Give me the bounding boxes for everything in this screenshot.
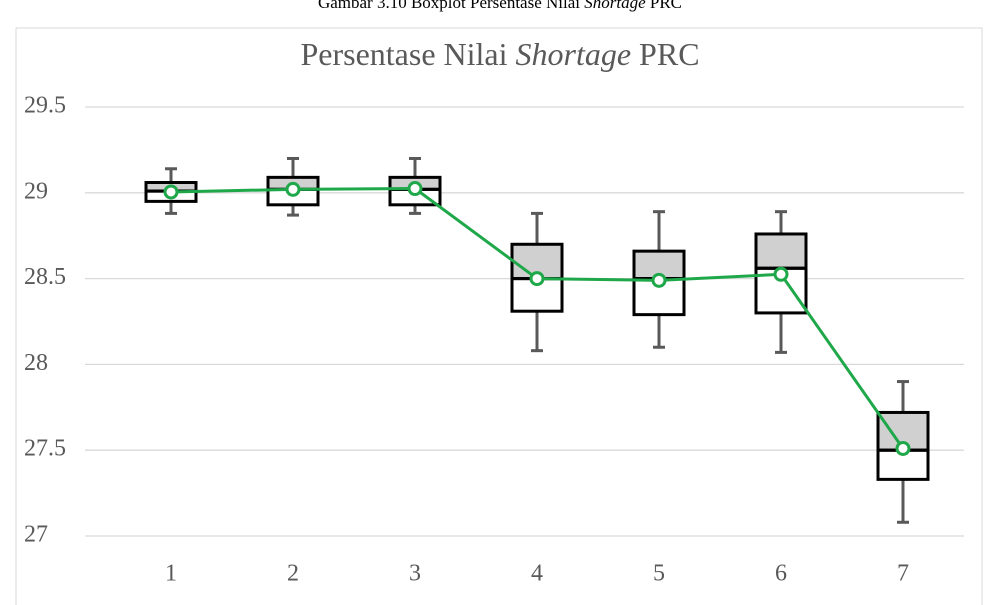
- text-run: Gambar 3.10 Boxplot Persentase Nilai: [318, 0, 584, 12]
- text-run: Shortage: [516, 36, 632, 72]
- mean-marker: [895, 440, 911, 456]
- y-tick-label: 27: [24, 522, 48, 548]
- x-tick-label: 7: [897, 561, 909, 587]
- x-tick-label: 1: [165, 561, 177, 587]
- x-tick-label: 2: [287, 561, 299, 587]
- mean-marker: [651, 272, 667, 288]
- x-tick-label: 5: [653, 561, 665, 587]
- x-tick-label: 6: [775, 561, 787, 587]
- box-upper: [754, 232, 808, 270]
- chart-frame: [15, 27, 983, 605]
- text-run: Persentase Nilai: [300, 36, 515, 72]
- y-tick-label: 28: [24, 350, 48, 376]
- y-tick-label: 27.5: [24, 436, 66, 462]
- mean-marker: [163, 184, 179, 200]
- x-tick-label: 4: [531, 561, 543, 587]
- mean-marker: [407, 181, 423, 197]
- y-tick-label: 29.5: [24, 93, 66, 119]
- y-tick-label: 29: [24, 178, 48, 204]
- chart-title: Persentase Nilai Shortage PRC: [300, 36, 699, 72]
- mean-marker: [529, 271, 545, 287]
- text-run: Shortage: [584, 0, 646, 12]
- x-tick-label: 3: [409, 561, 421, 587]
- text-run: PRC: [646, 0, 682, 12]
- y-tick-label: 28.5: [24, 264, 66, 290]
- mean-marker: [285, 181, 301, 197]
- mean-marker: [773, 266, 789, 282]
- text-run: PRC: [631, 36, 699, 72]
- caption: Gambar 3.10 Boxplot Persentase Nilai Sho…: [318, 0, 682, 12]
